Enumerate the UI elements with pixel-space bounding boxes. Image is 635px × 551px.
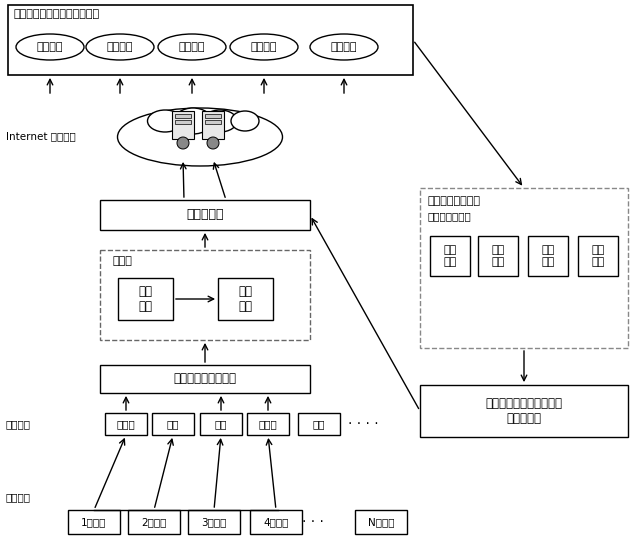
Text: 噪声: 噪声 (215, 419, 227, 429)
Bar (478, 236, 518, 276)
Text: 样本获取: 样本获取 (6, 492, 31, 502)
Bar (355, 510, 407, 534)
Bar (250, 510, 302, 534)
Text: 声发射: 声发射 (117, 419, 135, 429)
Text: 机床故障诊断与预测服务平台: 机床故障诊断与预测服务平台 (14, 9, 100, 19)
Bar (420, 188, 628, 348)
Text: Internet 远程服务: Internet 远程服务 (6, 131, 76, 141)
Text: 工况
变化: 工况 变化 (443, 245, 457, 267)
Ellipse shape (147, 110, 182, 132)
Text: 形成规则库: 形成规则库 (186, 208, 224, 222)
Bar (100, 200, 310, 230)
Bar (8, 5, 413, 75)
Ellipse shape (117, 108, 283, 166)
Ellipse shape (16, 34, 84, 60)
Text: 2号机床: 2号机床 (142, 517, 166, 527)
Text: 故障报警: 故障报警 (37, 42, 64, 52)
Bar (100, 365, 310, 393)
Bar (205, 114, 221, 118)
Bar (172, 111, 194, 139)
Ellipse shape (310, 34, 378, 60)
Text: 设备维护: 设备维护 (251, 42, 277, 52)
Circle shape (207, 137, 219, 149)
Text: 传感器群: 传感器群 (6, 419, 31, 429)
Text: 变尺度经验模态分解: 变尺度经验模态分解 (173, 372, 236, 386)
Ellipse shape (174, 108, 212, 134)
Ellipse shape (231, 111, 259, 131)
Bar (205, 120, 221, 124)
Bar (118, 278, 173, 320)
Bar (100, 250, 310, 340)
Bar (128, 510, 180, 534)
Text: N号机床: N号机床 (368, 517, 394, 527)
Bar (430, 236, 470, 276)
Text: · · · ·: · · · · (348, 417, 378, 431)
Text: 误差来源包括：: 误差来源包括： (428, 211, 472, 221)
Ellipse shape (203, 110, 237, 132)
Text: 动态协调度方法进行规则
自适应优化: 动态协调度方法进行规则 自适应优化 (486, 397, 563, 425)
Bar (247, 413, 289, 435)
Text: 动态误差信息反馈: 动态误差信息反馈 (428, 196, 481, 206)
Bar (200, 413, 242, 435)
Text: 4号机床: 4号机床 (264, 517, 289, 527)
Text: 统计分析: 统计分析 (331, 42, 358, 52)
Bar (188, 510, 240, 534)
Bar (298, 413, 340, 435)
Bar (528, 236, 568, 276)
Bar (175, 114, 191, 118)
Bar (152, 413, 194, 435)
Bar (578, 236, 618, 276)
Bar (420, 385, 628, 437)
Bar (68, 510, 120, 534)
Ellipse shape (158, 34, 226, 60)
Bar (218, 278, 273, 320)
Text: 振动: 振动 (167, 419, 179, 429)
Bar (202, 111, 224, 139)
Text: 知识查询: 知识查询 (178, 42, 205, 52)
Text: 参数
变化: 参数 变化 (542, 245, 554, 267)
Circle shape (177, 137, 189, 149)
Text: 规则
获取: 规则 获取 (239, 285, 253, 313)
Bar (105, 413, 147, 435)
Text: 切削力: 切削力 (258, 419, 277, 429)
Text: 干扰
影响: 干扰 影响 (591, 245, 605, 267)
Text: 温度: 温度 (313, 419, 325, 429)
Text: 3号机床: 3号机床 (201, 517, 227, 527)
Text: 知识库: 知识库 (112, 256, 132, 266)
Bar (175, 120, 191, 124)
Ellipse shape (86, 34, 154, 60)
Text: · · ·: · · · (302, 515, 324, 529)
Text: 1号机床: 1号机床 (81, 517, 107, 527)
Text: 特性
变化: 特性 变化 (491, 245, 505, 267)
Text: 故障预测: 故障预测 (107, 42, 133, 52)
Text: 属性
约简: 属性 约简 (138, 285, 152, 313)
Ellipse shape (230, 34, 298, 60)
